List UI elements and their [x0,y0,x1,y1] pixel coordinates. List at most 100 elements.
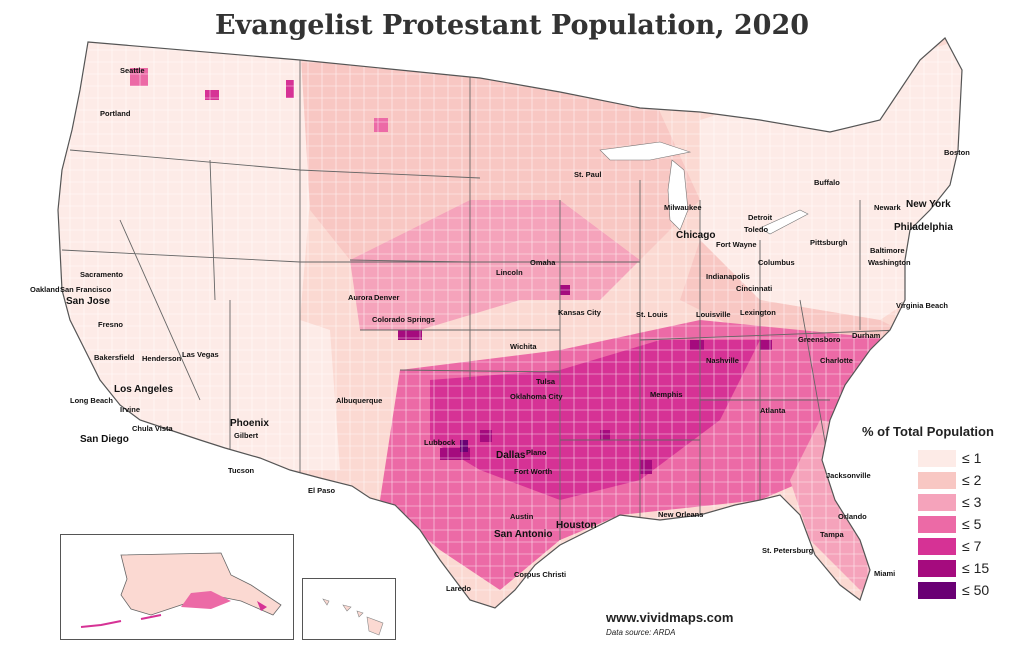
legend-label: ≤ 3 [962,494,982,510]
city-label-omaha: Omaha [530,258,556,267]
city-label-wichita: Wichita [510,342,537,351]
city-label-detroit: Detroit [748,213,773,222]
city-label-atlanta: Atlanta [760,406,786,415]
legend-label: ≤ 50 [962,582,990,598]
hawaii-inset [302,578,396,640]
legend-label: ≤ 1 [962,450,982,466]
city-label-orlando: Orlando [838,512,867,521]
city-label-gilbert: Gilbert [234,431,259,440]
lake-superior [599,141,692,161]
legend-swatch [918,449,956,467]
city-label-henderson: Henderson [142,354,182,363]
legend-swatch [918,559,956,577]
city-label-lubbock: Lubbock [424,438,456,447]
city-label-fort-worth: Fort Worth [514,467,553,476]
city-label-miami: Miami [874,569,896,578]
city-label-columbus: Columbus [758,258,795,267]
city-label-boston: Boston [944,148,970,157]
legend-label: ≤ 15 [962,560,990,576]
city-label-houston: Houston [556,520,597,531]
city-label-pittsburgh: Pittsburgh [810,238,848,247]
legend-swatch [918,581,956,599]
city-label-st-paul: St. Paul [574,170,602,179]
alaska-inset [60,534,294,640]
city-label-fort-wayne: Fort Wayne [716,240,757,249]
city-label-san-diego: San Diego [80,434,129,445]
city-label-el-paso: El Paso [308,486,336,495]
city-label-bakersfield: Bakersfield [94,353,135,362]
alaska-map [80,552,282,628]
city-label-baltimore: Baltimore [870,246,905,255]
legend-swatch [918,493,956,511]
city-label-corpus-christi: Corpus Christi [514,570,567,579]
city-label-washington: Washington [868,258,911,267]
city-label-kansas-city: Kansas City [558,308,601,317]
city-label-plano: Plano [526,448,547,457]
map-legend: % of Total Population ≤ 1 ≤ 2 ≤ 3 ≤ 5 ≤ … [862,424,994,601]
city-label-tucson: Tucson [228,466,255,475]
hawaii-map [322,598,384,636]
city-label-cincinnati: Cincinnati [736,284,773,293]
city-label-st-petersburg: St. Petersburg [762,546,814,555]
city-label-new-orleans: New Orleans [658,510,704,519]
city-label-fresno: Fresno [98,320,124,329]
city-label-virginia-beach: Virginia Beach [896,301,948,310]
legend-item: ≤ 50 [918,579,994,601]
legend-swatch [918,471,956,489]
city-label-buffalo: Buffalo [814,178,840,187]
legend-label: ≤ 2 [962,472,982,488]
city-label-memphis: Memphis [650,390,683,399]
legend-label: ≤ 7 [962,538,982,554]
city-label-chula-vista: Chula Vista [132,424,173,433]
legend-label: ≤ 5 [962,516,982,532]
legend-item: ≤ 5 [918,513,994,535]
city-label-san-francisco: San Francisco [60,285,112,294]
city-label-san-jose: San Jose [66,296,110,307]
city-label-las-vegas: Las Vegas [182,350,219,359]
legend-item: ≤ 1 [918,447,994,469]
legend-item: ≤ 7 [918,535,994,557]
city-label-durham: Durham [852,331,881,340]
city-label-lincoln: Lincoln [496,268,523,277]
city-label-long-beach: Long Beach [70,396,113,405]
city-label-louisville: Louisville [696,310,731,319]
city-label-portland: Portland [100,109,131,118]
city-label-nashville: Nashville [706,356,739,365]
city-label-oklahoma-city: Oklahoma City [510,392,563,401]
city-label-colorado-springs: Colorado Springs [372,315,435,324]
city-label-phoenix: Phoenix [230,418,269,429]
city-label-tampa: Tampa [820,530,844,539]
city-label-aurora: Aurora [348,293,373,302]
city-label-toledo: Toledo [744,225,769,234]
website-credit[interactable]: www.vividmaps.com [606,610,734,625]
legend-item: ≤ 2 [918,469,994,491]
city-label-san-antonio: San Antonio [494,529,553,540]
legend-swatch [918,537,956,555]
city-label-greensboro: Greensboro [798,335,841,344]
city-label-austin: Austin [510,512,534,521]
city-label-dallas: Dallas [496,450,526,461]
legend-swatch [918,515,956,533]
city-label-los-angeles: Los Angeles [114,384,174,395]
legend-item: ≤ 15 [918,557,994,579]
city-label-milwaukee: Milwaukee [664,203,702,212]
city-label-oakland: Oakland [30,285,60,294]
city-label-albuquerque: Albuquerque [336,396,383,405]
legend-item: ≤ 3 [918,491,994,513]
data-source-note: Data source: ARDA [606,628,676,637]
city-label-charlotte: Charlotte [820,356,853,365]
legend-title: % of Total Population [862,424,994,439]
city-label-indianapolis: Indianapolis [706,272,750,281]
city-label-tulsa: Tulsa [536,377,556,386]
city-label-lexington: Lexington [740,308,776,317]
city-label-newark: Newark [874,203,901,212]
city-label-seattle: Seattle [120,66,145,75]
state-boundaries [61,60,901,540]
city-label-new-york: New York [906,199,951,210]
city-label-jacksonville: Jacksonville [826,471,871,480]
city-label-chicago: Chicago [676,230,716,241]
city-label-laredo: Laredo [446,584,472,593]
city-label-philadelphia: Philadelphia [894,222,953,233]
map-title: Evangelist Protestant Population, 2020 [214,10,810,41]
